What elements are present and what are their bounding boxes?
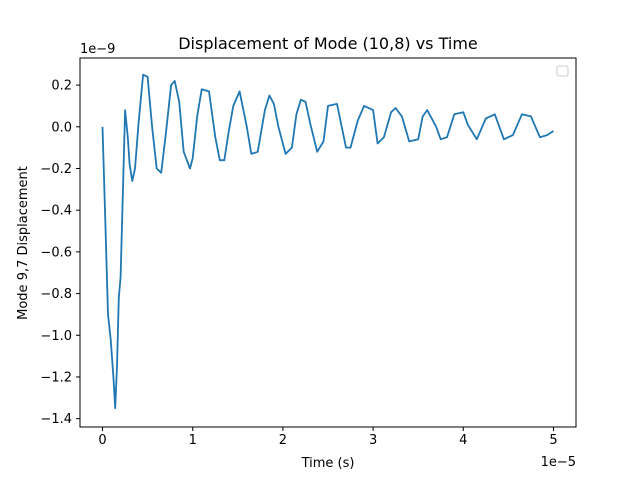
x-tick-label: 5 <box>549 433 557 448</box>
plot-area <box>79 57 577 428</box>
y-tick-label: −1.0 <box>40 329 72 344</box>
x-tick-label: 4 <box>459 433 467 448</box>
x-offset-label: 1e−5 <box>541 455 576 470</box>
series-line <box>101 73 554 410</box>
y-tick-label: −0.6 <box>40 245 72 260</box>
x-tick-label: 1 <box>189 433 197 448</box>
y-tick-label: 0.2 <box>51 79 72 94</box>
legend-box <box>556 65 569 77</box>
y-axis: 0.2 0.0 −0.2 −0.4 −0.6 −0.8 −1.0 −1.2 −1.4 <box>40 79 80 427</box>
x-axis: 0 1 2 3 4 5 <box>98 427 558 448</box>
y-tick-label: −0.4 <box>40 204 72 219</box>
x-axis-label: Time (s) <box>301 456 355 471</box>
x-tick-label: 3 <box>369 433 377 448</box>
axes-frame <box>79 57 577 428</box>
chart-title: Displacement of Mode (10,8) vs Time <box>178 34 478 53</box>
y-tick-label: −1.4 <box>40 412 72 427</box>
y-axis-label: Mode 9,7 Displacement <box>16 166 31 320</box>
x-tick-label: 0 <box>98 433 106 448</box>
y-tick-label: 0.0 <box>51 120 72 135</box>
y-offset-label: 1e−9 <box>80 42 115 57</box>
y-tick-label: −0.8 <box>40 287 72 302</box>
y-tick-label: −1.2 <box>40 370 72 385</box>
y-tick-label: −0.2 <box>40 162 72 177</box>
x-tick-label: 2 <box>279 433 287 448</box>
